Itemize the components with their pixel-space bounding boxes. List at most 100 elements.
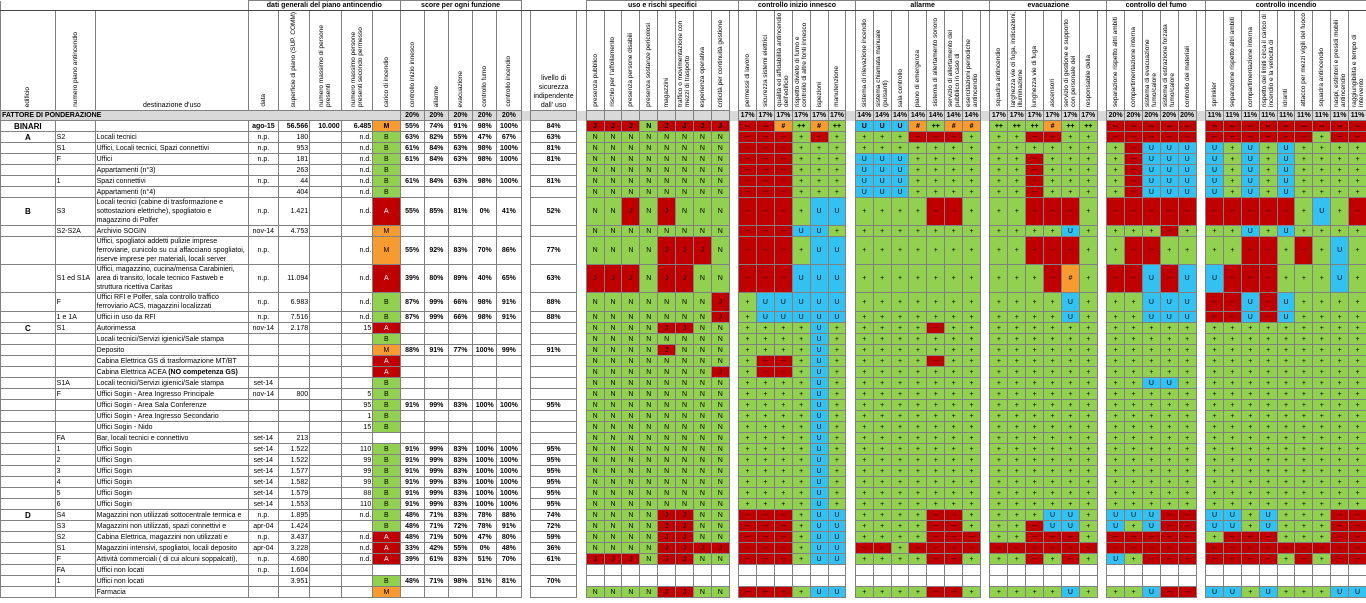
- cell-incendio: +: [1312, 421, 1332, 433]
- cell-evac: U: [1043, 509, 1062, 521]
- cell-score: 74%: [423, 120, 449, 132]
- cell-evac: +: [1043, 292, 1062, 312]
- separator-cell: [845, 225, 856, 237]
- cell-incendio: +: [1294, 399, 1314, 411]
- sep-4: [845, 10, 856, 111]
- cell-allarme: +: [890, 509, 910, 521]
- cell-uso: N: [603, 292, 623, 312]
- cell-edificio: [0, 292, 56, 312]
- cell-score: [399, 410, 425, 422]
- cell-innesco: --: [773, 355, 793, 367]
- cell-evac: +: [1060, 186, 1080, 198]
- cell-fumo: +: [1141, 432, 1161, 444]
- cell-uso: N: [603, 236, 623, 265]
- cell-innesco: [756, 575, 775, 587]
- cell-innesco: +: [756, 465, 775, 477]
- separator-cell: [728, 377, 740, 389]
- destinazione-line: Uffici non locati: [96, 566, 144, 574]
- cell-uso: N: [603, 311, 623, 323]
- cell-uso: N: [675, 225, 694, 237]
- cell-score: 88%: [399, 344, 425, 356]
- cell-allarme: +: [944, 264, 964, 293]
- cell-score: [399, 586, 425, 598]
- cell-innesco: +: [827, 498, 847, 510]
- cell-innesco: --: [738, 142, 758, 154]
- cell-incendio: [1205, 575, 1224, 587]
- cell-evac: +: [989, 465, 1009, 477]
- cell-allarme: U: [890, 164, 910, 176]
- cell-edificio: [0, 542, 56, 554]
- cell-allarme: +: [890, 131, 910, 143]
- cell-incendio: --: [1294, 131, 1314, 143]
- cell-uso: N: [603, 410, 623, 422]
- cell-score: 78%: [472, 509, 498, 521]
- cell-edificio: [0, 410, 56, 422]
- cell-uso: N: [603, 175, 623, 187]
- cell-score: [447, 225, 474, 237]
- separator-cell: [728, 311, 740, 323]
- cell-uso: J: [603, 120, 623, 132]
- cell-evac: +: [989, 586, 1009, 598]
- cell-fumo: --: [1124, 186, 1143, 198]
- cell-score: 98%: [472, 120, 498, 132]
- col-score-incendio: controllo incendio: [496, 10, 522, 111]
- cell-evac: +: [989, 175, 1009, 187]
- col-allarme-5: servizio di allertamento del pubblico in…: [944, 10, 964, 111]
- cell-incendio: +: [1294, 509, 1314, 521]
- cell-innesco: +: [738, 344, 758, 356]
- cell-edificio: B: [0, 197, 56, 226]
- cell-carico: B: [372, 164, 401, 176]
- cell-allarme: [944, 564, 964, 576]
- cell-incendio: +: [1276, 355, 1296, 367]
- cell-fumo: +: [1124, 410, 1143, 422]
- cell-uso: N: [639, 142, 659, 154]
- cell-incendio: +: [1205, 344, 1224, 356]
- cell-destinazione: Uffici Sogin: [94, 487, 250, 499]
- cell-innesco: +: [827, 399, 847, 411]
- cell-incendio: +: [1312, 465, 1332, 477]
- separator-cell: [845, 344, 856, 356]
- cell-uso: N: [603, 333, 623, 345]
- cell-evac: +: [989, 292, 1009, 312]
- separator-cell: [1096, 264, 1108, 293]
- cell-carico: A: [372, 355, 401, 367]
- cell-allarme: +: [908, 586, 928, 598]
- cell-score: 99%: [423, 487, 449, 499]
- cell-incendio: +: [1205, 333, 1224, 345]
- cell-innesco: U: [809, 531, 829, 543]
- cell-fumo: +: [1106, 153, 1126, 165]
- cell-incendio: +: [1240, 509, 1260, 521]
- col-innesco-1-text: sicurezza sistemi elettrici: [761, 35, 769, 107]
- cell-incendio: +: [1312, 520, 1332, 532]
- cell-evac: +: [1043, 377, 1062, 389]
- col-allarme-2-text: sala controllo: [896, 68, 904, 107]
- cell-uso: J: [621, 197, 641, 226]
- cell-allarme: +: [926, 333, 946, 345]
- cell-numero-piano: [54, 344, 96, 356]
- cell-destinazione: Uffici Sogin: [94, 476, 250, 488]
- separator-cell: [845, 366, 856, 378]
- cell-uso: N: [692, 131, 712, 143]
- cell-incendio: +: [1348, 454, 1366, 466]
- cell-fumo: U: [1177, 264, 1197, 293]
- cell-data: n.p.: [248, 292, 279, 312]
- cell-incendio: +: [1294, 355, 1314, 367]
- cell-evac: +: [1078, 498, 1098, 510]
- cell-allarme: +: [854, 197, 874, 226]
- cell-destinazione: Cabina Elettrica, magazzini non utilizza…: [94, 531, 250, 543]
- cell-incendio: +: [1205, 322, 1224, 334]
- cell-incendio: +: [1276, 264, 1296, 293]
- cell-incendio: U: [1205, 264, 1224, 293]
- cell-incendio: --: [1330, 120, 1350, 132]
- col-allarme-1: sistema chiamata manuale (pulsanti): [872, 10, 892, 111]
- cell-uso: N: [675, 333, 694, 345]
- cell-destinazione: Locali tecnici/Servizi igienici/Sale sta…: [94, 333, 250, 345]
- cell-num-presenti: [309, 476, 342, 488]
- cell-edificio: [0, 164, 56, 176]
- cell-innesco: +: [827, 164, 847, 176]
- cell-fumo: +: [1106, 454, 1126, 466]
- cell-innesco: +: [738, 292, 758, 312]
- col-incendio-3: rispetto dei limiti circa il carico di i…: [1258, 10, 1278, 111]
- cell-fumo: +: [1177, 355, 1197, 367]
- cell-incendio: +: [1222, 344, 1242, 356]
